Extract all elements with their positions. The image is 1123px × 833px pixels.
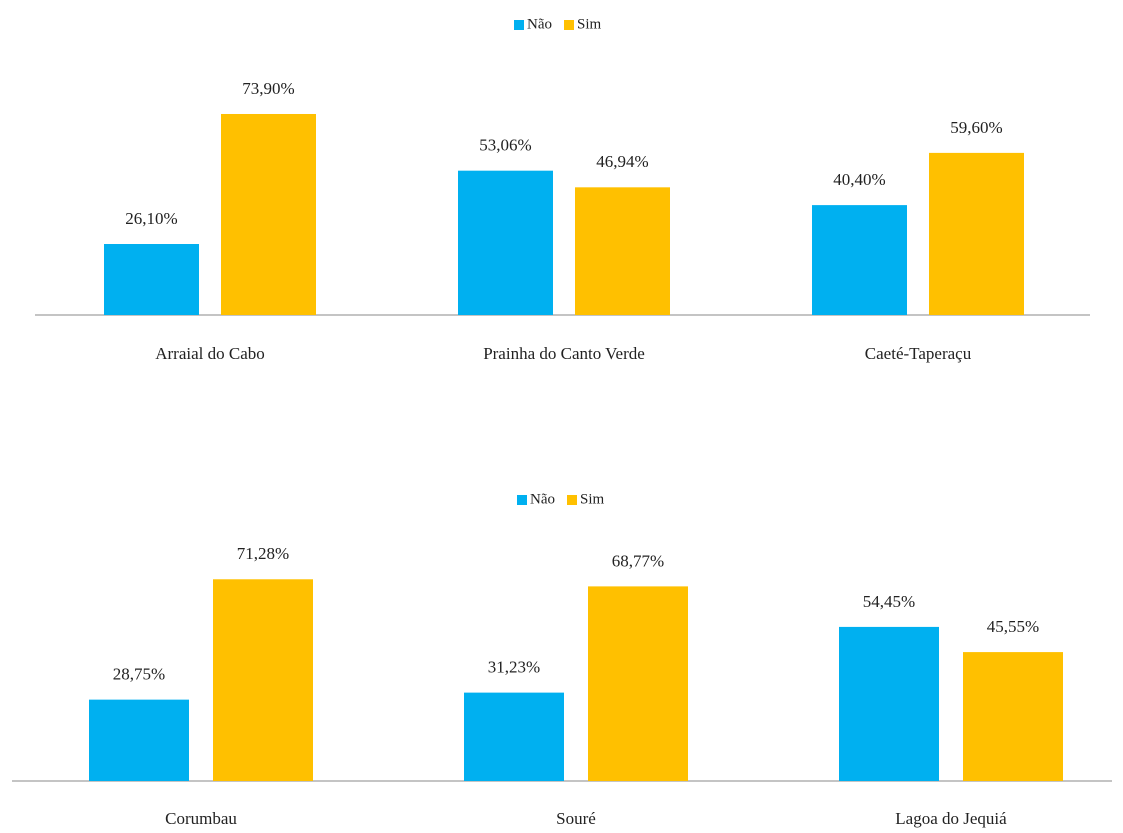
data-label: 45,55% bbox=[987, 617, 1039, 636]
bar bbox=[812, 205, 907, 315]
legend-swatch bbox=[564, 20, 574, 30]
bar bbox=[221, 113, 316, 315]
bar bbox=[575, 187, 670, 315]
legend-label: Não bbox=[530, 491, 555, 507]
data-label: 71,28% bbox=[237, 544, 289, 563]
bar bbox=[963, 652, 1063, 781]
x-tick-label: Caeté-Taperaçu bbox=[865, 344, 972, 363]
bar bbox=[929, 152, 1024, 315]
legend-swatch bbox=[514, 20, 524, 30]
legend-label: Sim bbox=[577, 16, 602, 32]
bar bbox=[458, 170, 553, 315]
bar bbox=[839, 626, 939, 781]
data-label: 40,40% bbox=[833, 170, 885, 189]
data-label: 28,75% bbox=[113, 665, 165, 684]
bar bbox=[588, 586, 688, 781]
legend-swatch bbox=[517, 495, 527, 505]
data-label: 68,77% bbox=[612, 551, 664, 570]
x-tick-label: Arraial do Cabo bbox=[155, 344, 265, 363]
data-label: 59,60% bbox=[950, 118, 1002, 137]
bar bbox=[104, 244, 199, 315]
x-tick-label: Corumbau bbox=[165, 809, 237, 828]
x-tick-label: Prainha do Canto Verde bbox=[483, 344, 645, 363]
data-label: 73,90% bbox=[242, 79, 294, 98]
bar bbox=[464, 692, 564, 781]
data-label: 53,06% bbox=[479, 136, 531, 155]
data-label: 54,45% bbox=[863, 592, 915, 611]
data-label: 26,10% bbox=[125, 209, 177, 228]
bar bbox=[213, 579, 313, 781]
legend-label: Sim bbox=[580, 491, 605, 507]
data-label: 46,94% bbox=[596, 152, 648, 171]
x-tick-label: Souré bbox=[556, 809, 596, 828]
data-label: 31,23% bbox=[488, 658, 540, 677]
legend-swatch bbox=[567, 495, 577, 505]
legend-label: Não bbox=[527, 16, 552, 32]
bar bbox=[89, 699, 189, 781]
x-tick-label: Lagoa do Jequiá bbox=[895, 809, 1007, 828]
